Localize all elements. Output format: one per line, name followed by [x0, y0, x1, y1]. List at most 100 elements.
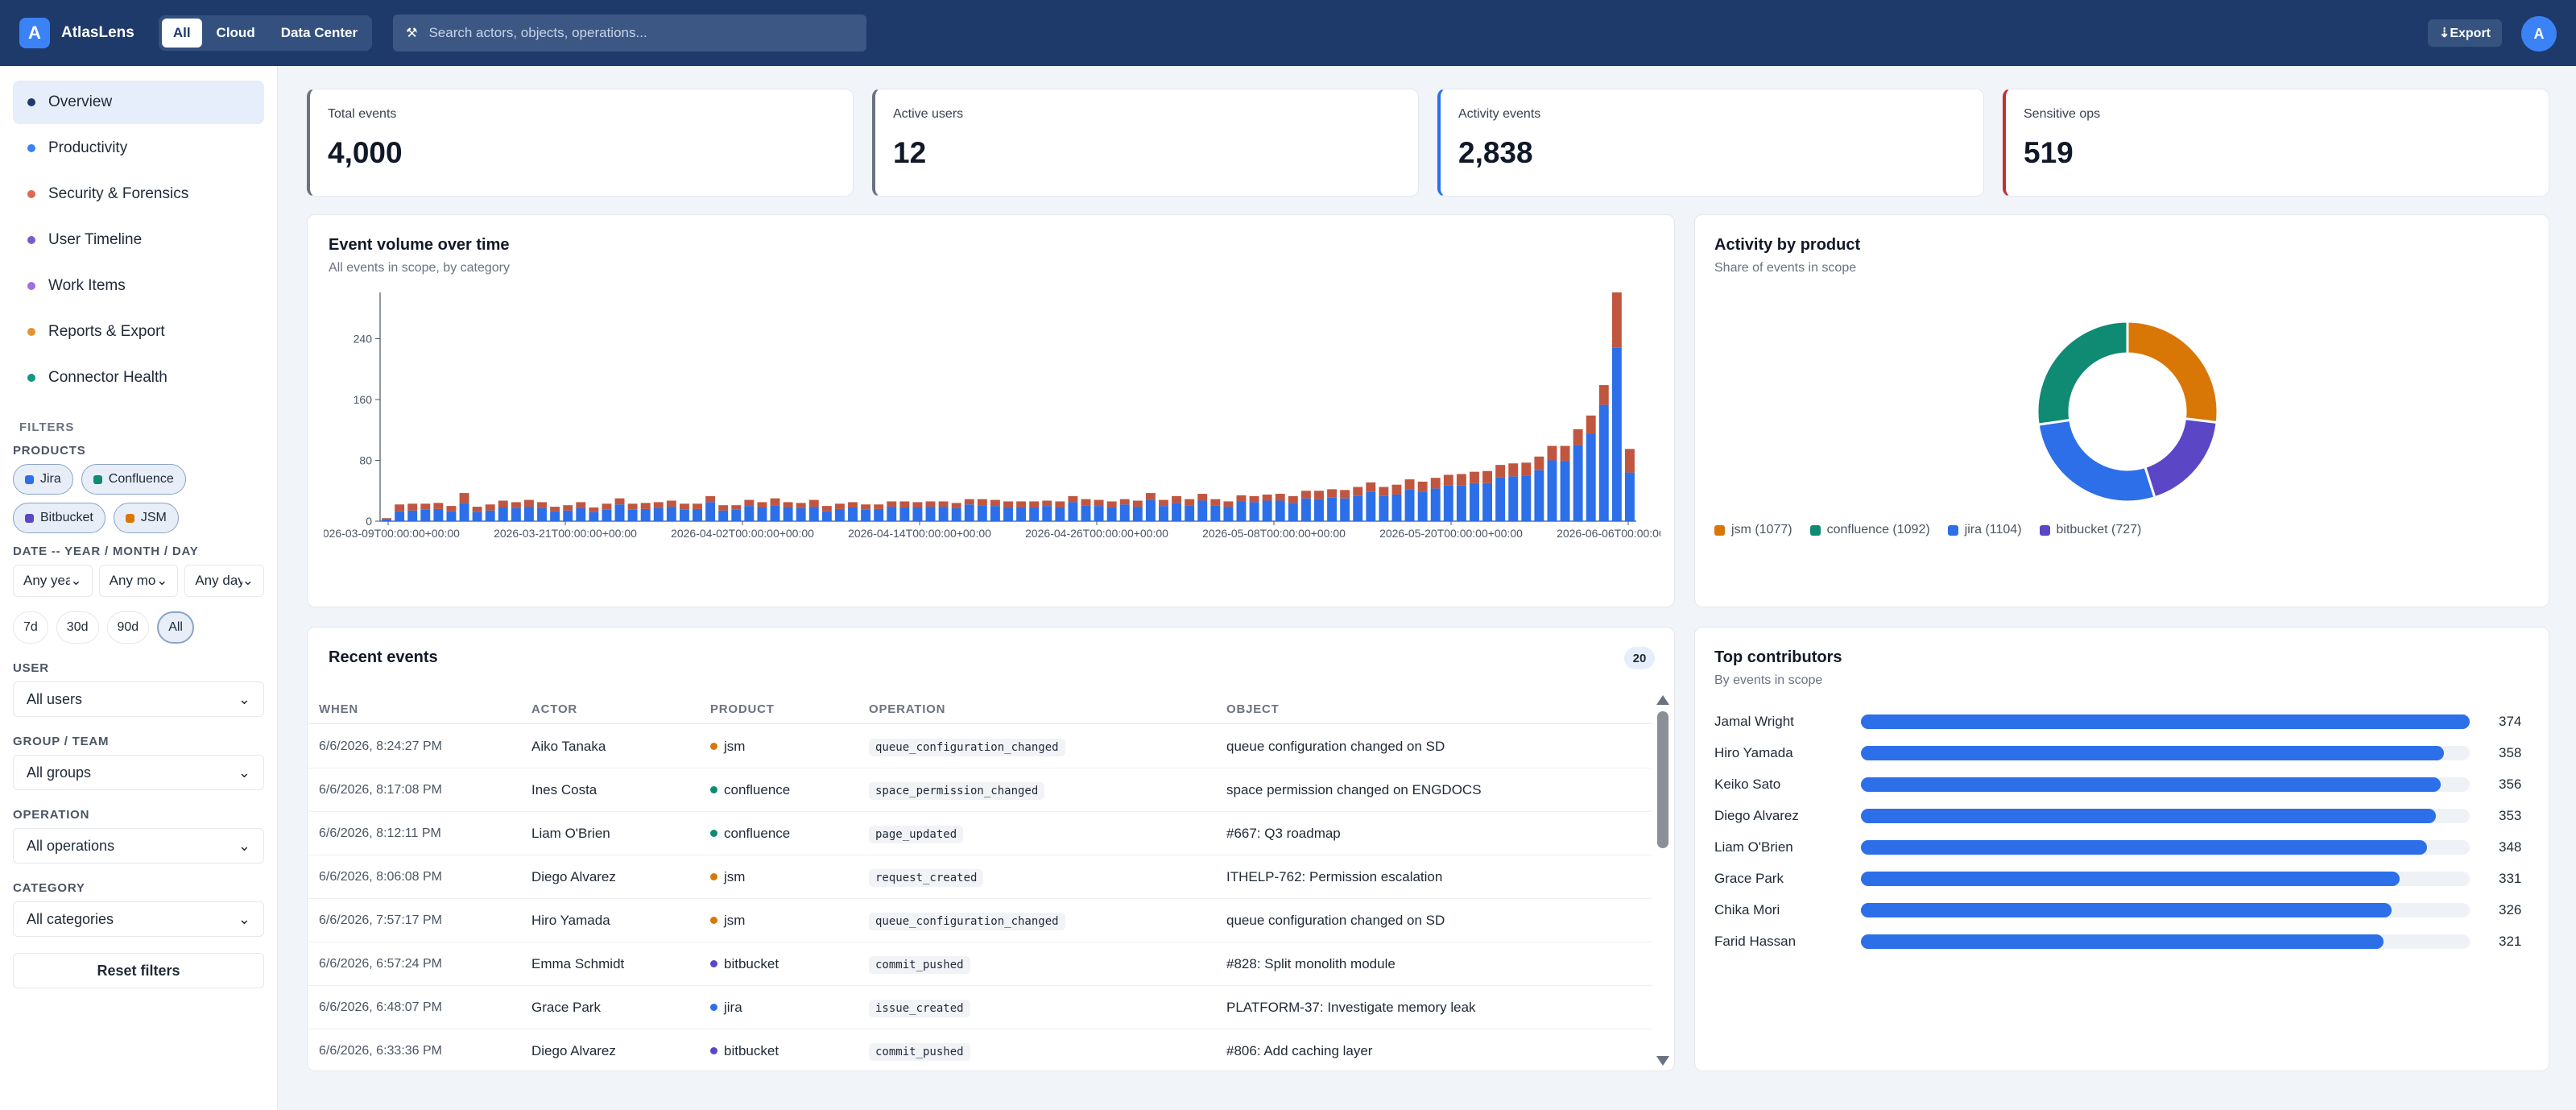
sidebar-item-reports-export[interactable]: Reports & Export: [13, 310, 264, 354]
bar-activity: [1573, 445, 1583, 521]
product-chip-jira[interactable]: Jira: [13, 464, 73, 495]
scrollbar[interactable]: [1656, 695, 1669, 1066]
nav-dot-icon: [27, 328, 35, 336]
bar-activity: [1366, 491, 1376, 521]
bar-sensitive: [705, 495, 716, 503]
range-buttons: 7d 30d 90d All: [13, 611, 264, 644]
col-when[interactable]: WHEN: [319, 702, 359, 716]
contributor-bar-track: [1861, 839, 2470, 855]
table-row[interactable]: 6/6/2026, 6:57:24 PM Emma Schmidt bitbucke…: [308, 942, 1652, 986]
scroll-up-icon[interactable]: [1656, 695, 1669, 705]
bar-sensitive: [951, 503, 961, 508]
year-select[interactable]: Any year⌄: [13, 565, 93, 597]
bar-activity: [874, 508, 884, 521]
export-button[interactable]: ⇣Export: [2427, 19, 2502, 47]
operation-select[interactable]: All operations ⌄: [13, 828, 264, 864]
chevron-down-icon: ⌄: [238, 837, 250, 854]
sidebar-item-security-forensics[interactable]: Security & Forensics: [13, 172, 264, 216]
table-row[interactable]: 6/6/2026, 6:33:36 PM Diego Alvarez bitbuck…: [308, 1029, 1652, 1071]
col-actor[interactable]: ACTOR: [531, 702, 578, 716]
reset-filters-button[interactable]: Reset filters: [13, 953, 264, 988]
table-row[interactable]: 6/6/2026, 6:48:07 PM Grace Park jira issue_…: [308, 986, 1652, 1029]
table-row[interactable]: 6/6/2026, 8:06:08 PM Diego Alvarez jsm requ…: [308, 855, 1652, 899]
product-color-icon: [25, 474, 34, 484]
day-select[interactable]: Any day ⌄: [184, 565, 265, 597]
product-chip-bitbucket[interactable]: Bitbucket: [13, 503, 105, 533]
avatar[interactable]: A: [2521, 16, 2557, 52]
bar-sensitive: [912, 502, 923, 508]
legend-item[interactable]: confluence (1092): [1809, 523, 1930, 537]
legend-item[interactable]: bitbucket (727): [2039, 523, 2141, 537]
scope-all-button[interactable]: All: [161, 19, 202, 48]
group-select[interactable]: All groups ⌄: [13, 755, 264, 790]
legend-swatch-icon: [1714, 524, 1725, 536]
range-all-button[interactable]: All: [157, 611, 194, 644]
product-name: jira: [724, 999, 742, 1015]
bar-activity: [1197, 500, 1208, 521]
bar-sensitive: [1611, 292, 1622, 348]
bar-activity: [964, 504, 974, 521]
sidebar-item-work-items[interactable]: Work Items: [13, 264, 264, 308]
product-dot-icon: [710, 960, 717, 967]
scroll-down-icon[interactable]: [1656, 1056, 1669, 1066]
table-row[interactable]: 6/6/2026, 8:24:27 PM Aiko Tanaka jsm queue_…: [308, 725, 1652, 768]
kpi-title: Sensitive ops: [2024, 107, 2101, 121]
bar-sensitive: [1379, 487, 1389, 496]
chevron-down-icon: ⌄: [242, 573, 254, 588]
cell-when: 6/6/2026, 8:17:08 PM: [319, 782, 442, 797]
cell-actor: Diego Alvarez: [531, 1042, 616, 1058]
scope-cloud-button[interactable]: Cloud: [216, 25, 255, 40]
contributor-row: Diego Alvarez 353: [1714, 800, 2529, 831]
bar-sensitive: [395, 504, 405, 512]
kpi-value: 2,838: [1458, 136, 1533, 169]
user-select-value: All users: [27, 690, 83, 707]
bar-activity: [770, 505, 780, 521]
range-90d-button[interactable]: 90d: [106, 611, 150, 644]
col-object[interactable]: OBJECT: [1226, 702, 1280, 716]
bar-sensitive: [1327, 489, 1338, 498]
product-chip-jsm[interactable]: JSM: [113, 503, 179, 533]
range-30d-button[interactable]: 30d: [56, 611, 99, 644]
sidebar-item-overview[interactable]: Overview: [13, 81, 264, 124]
user-select[interactable]: All users ⌄: [13, 681, 264, 717]
bar-activity: [1275, 500, 1285, 521]
bar-activity: [550, 511, 560, 521]
product-color-icon: [93, 474, 102, 484]
legend-item[interactable]: jira (1104): [1947, 523, 2022, 537]
table-row[interactable]: 6/6/2026, 8:17:08 PM Ines Costa confluence…: [308, 768, 1652, 812]
cell-when: 6/6/2026, 6:48:07 PM: [319, 1000, 442, 1014]
category-select[interactable]: All categories ⌄: [13, 901, 264, 937]
month-select[interactable]: Any month⌄: [98, 565, 179, 597]
product-name: jsm: [724, 912, 746, 928]
legend-item[interactable]: jsm (1077): [1714, 523, 1792, 537]
bar-sensitive: [808, 499, 819, 507]
nav-dot-icon: [27, 374, 35, 382]
scope-data-center-button[interactable]: Data Center: [280, 25, 358, 40]
sidebar-item-user-timeline[interactable]: User Timeline: [13, 218, 264, 262]
bar-sensitive: [1288, 495, 1298, 503]
bar-activity: [1443, 485, 1453, 521]
bar-sensitive: [1172, 495, 1182, 503]
contributor-bar-track: [1861, 902, 2470, 917]
kpi-title: Active users: [893, 107, 964, 121]
col-operation[interactable]: OPERATION: [869, 702, 946, 716]
contributor-bar-track: [1861, 871, 2470, 886]
sidebar-item-connector-health[interactable]: Connector Health: [13, 356, 264, 400]
table-row[interactable]: 6/6/2026, 8:12:11 PM Liam O'Brien confluen…: [308, 812, 1652, 855]
col-product[interactable]: PRODUCT: [710, 702, 775, 716]
range-7d-button[interactable]: 7d: [13, 611, 48, 644]
cell-actor: Aiko Tanaka: [531, 738, 606, 754]
category-select-value: All categories: [27, 910, 114, 927]
product-chip-confluence[interactable]: Confluence: [81, 464, 186, 495]
sidebar-item-productivity[interactable]: Productivity: [13, 126, 264, 170]
bar-sensitive: [523, 499, 534, 507]
kpi-title: Activity events: [1458, 107, 1541, 121]
scroll-thumb[interactable]: [1657, 711, 1668, 848]
bar-sensitive: [498, 500, 508, 508]
table-row[interactable]: 6/6/2026, 7:57:17 PM Hiro Yamada jsm queue_…: [308, 899, 1652, 942]
bar-activity: [925, 507, 936, 521]
contributor-bar: [1861, 808, 2436, 823]
top-contributors-panel: Top contributors By events in scope Jama…: [1694, 627, 2549, 1071]
filters-title: FILTERS: [19, 420, 75, 434]
search-input[interactable]: ⚒ Search actors, objects, operations...: [393, 14, 867, 52]
